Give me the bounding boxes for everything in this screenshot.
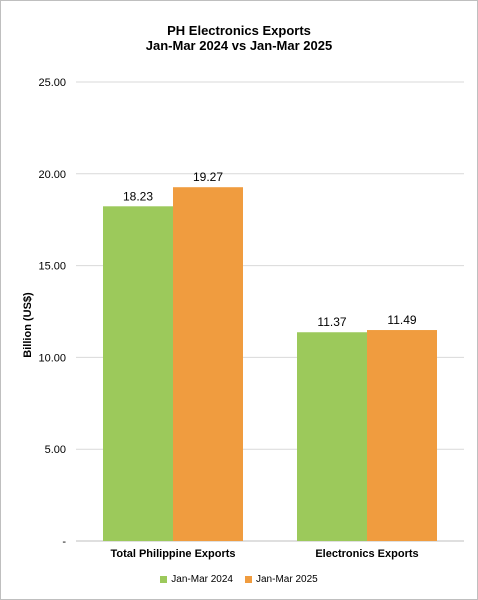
bar <box>367 330 437 541</box>
bar <box>103 206 173 542</box>
y-tick-label: - <box>62 536 66 548</box>
chart-title: PH Electronics Exports Jan-Mar 2024 vs J… <box>0 23 478 53</box>
chart-title-line-2: Jan-Mar 2024 vs Jan-Mar 2025 <box>145 38 333 53</box>
bar <box>297 332 367 541</box>
y-tick-label: 10.00 <box>38 352 66 364</box>
data-label: 18.23 <box>123 189 153 203</box>
legend-item: Jan-Mar 2025 <box>245 574 318 585</box>
legend-label: Jan-Mar 2024 <box>171 574 233 585</box>
legend-label: Jan-Mar 2025 <box>256 574 318 585</box>
data-label: 19.27 <box>193 170 223 184</box>
data-label: 11.49 <box>387 313 416 327</box>
y-tick-label: 5.00 <box>45 444 66 456</box>
legend-swatch <box>245 576 252 583</box>
y-tick-label: 15.00 <box>38 261 66 273</box>
legend: Jan-Mar 2024 Jan-Mar 2025 <box>0 574 478 585</box>
legend-swatch <box>160 576 168 583</box>
x-tick-label: Total Philippine Exports <box>110 548 235 560</box>
y-tick-label: 25.00 <box>38 77 66 89</box>
chart-title-line-1: PH Electronics Exports <box>167 23 311 38</box>
bar <box>173 187 243 541</box>
y-tick-label: 20.00 <box>38 169 66 181</box>
legend-item: Jan-Mar 2024 <box>160 574 233 585</box>
data-label: 11.37 <box>317 315 346 329</box>
x-tick-label: Electronics Exports <box>315 548 418 560</box>
